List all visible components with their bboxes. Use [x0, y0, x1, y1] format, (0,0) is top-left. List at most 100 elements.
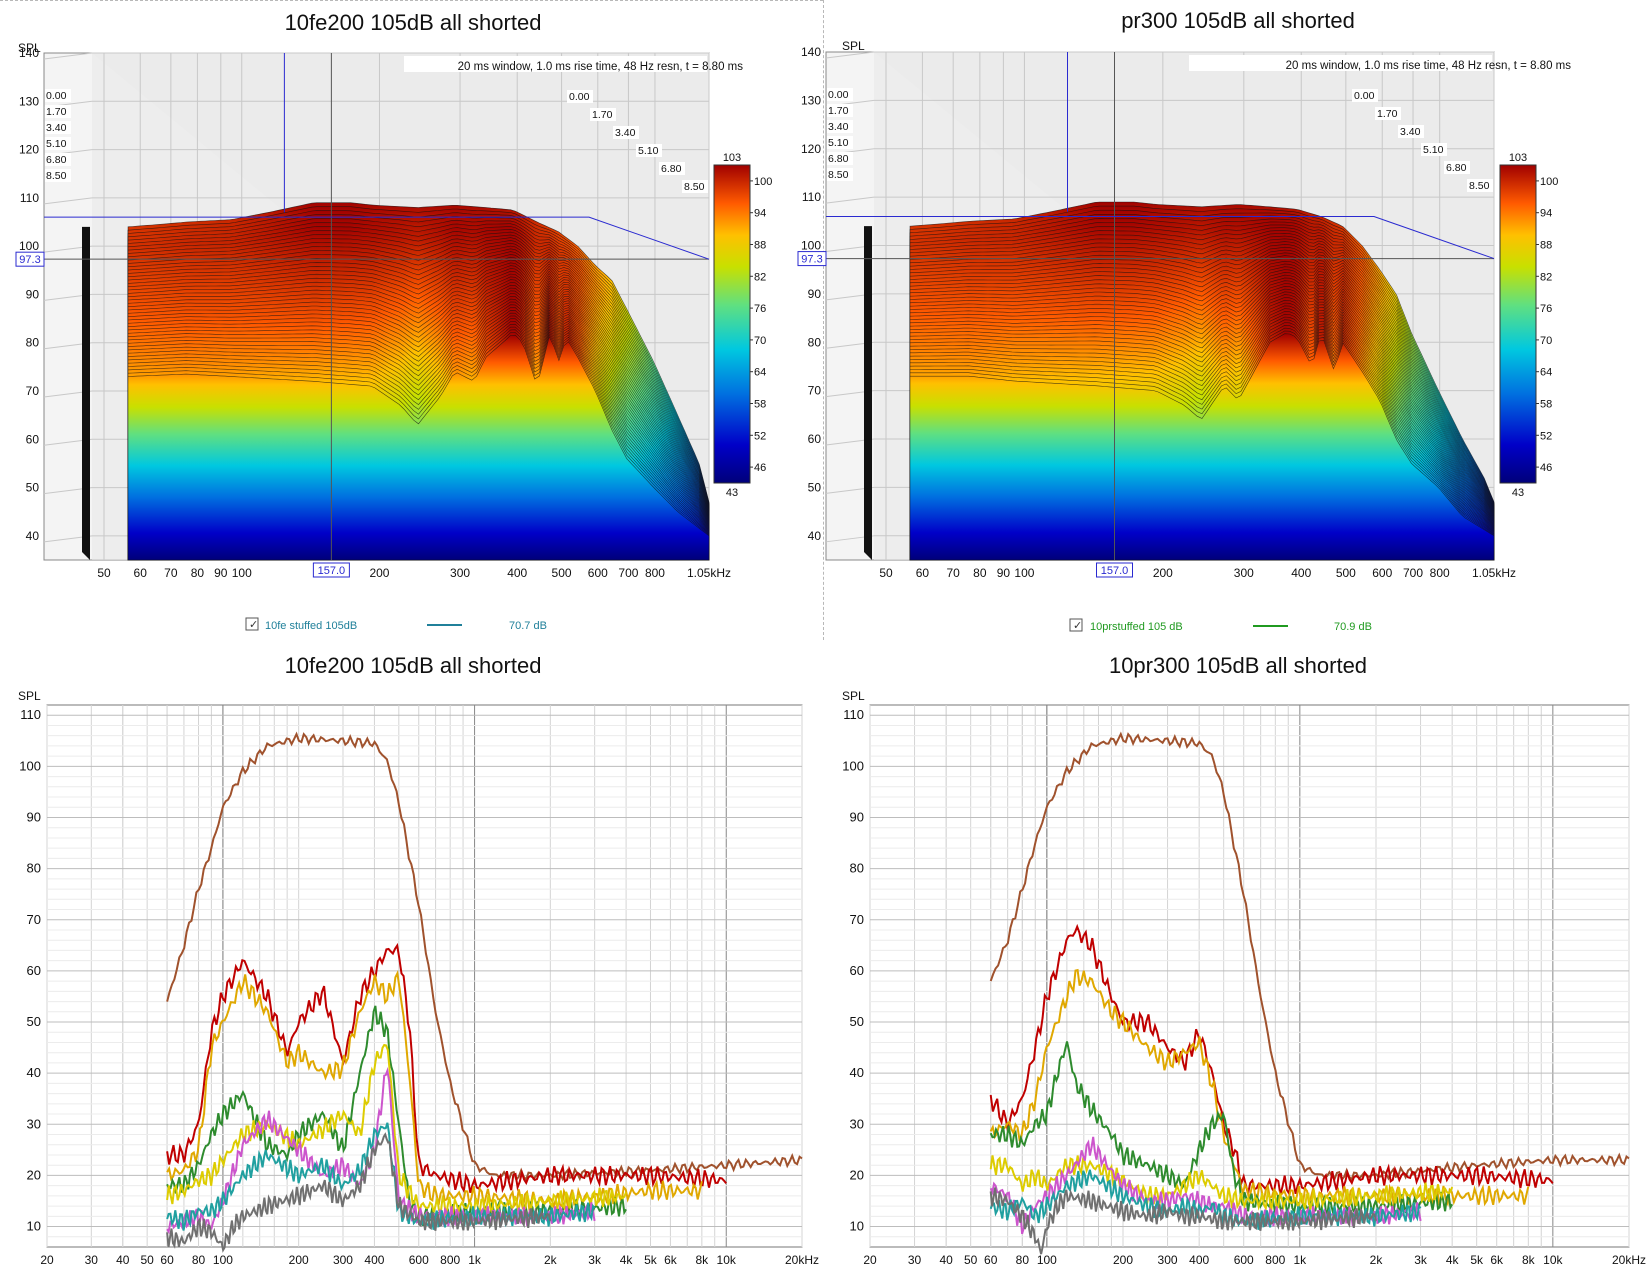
time-label-left: 5.10 [46, 138, 67, 150]
y-tick-label: 50 [26, 481, 40, 495]
x-tick-label: 2k [1370, 1253, 1384, 1267]
y-tick-label: 40 [850, 1065, 864, 1080]
x-tick-label: 1.05kHz [1472, 566, 1516, 580]
window-info: 20 ms window, 1.0 ms rise time, 48 Hz re… [1286, 60, 1572, 72]
y-tick-label: 10 [850, 1219, 864, 1234]
time-label-left: 3.40 [46, 122, 67, 134]
frequency-response-panel-1: 10fe200 105dB all shorted SPL 110 100 90 80… [18, 653, 819, 1267]
checkbox-check-icon: ✓ [1073, 620, 1082, 632]
x-tick-label: 500 [1336, 566, 1356, 580]
x-tick-label: 60 [984, 1253, 998, 1267]
x-tick-label: 50 [879, 566, 893, 580]
series-line [989, 1041, 1454, 1218]
cursor-x-readout: 157.0 [1101, 565, 1129, 577]
time-label-right: 3.40 [1400, 126, 1421, 138]
x-tick-label: 300 [450, 566, 470, 580]
time-label-left: 5.10 [828, 137, 849, 149]
time-label-left: 0.00 [828, 89, 849, 101]
x-tick-label: 600 [1372, 566, 1392, 580]
gridline-floor [825, 196, 875, 204]
y-tick-label: 60 [26, 432, 40, 446]
y-tick-label: 100 [19, 239, 39, 253]
x-tick-label: 2k [544, 1253, 558, 1267]
y-tick-label: 60 [27, 963, 41, 978]
y-tick-label: 140 [801, 45, 821, 59]
x-tick-label: 70 [947, 566, 961, 580]
cursor-x-readout: 157.0 [318, 565, 346, 577]
colorbar-tick-label: 46 [1540, 462, 1552, 474]
x-tick-label: 10k [717, 1253, 737, 1267]
x-tick-label: 50 [964, 1253, 978, 1267]
colorbar-tick-label: 52 [754, 430, 766, 442]
gridline-floor [825, 51, 875, 59]
x-tick-label: 100 [213, 1253, 233, 1267]
colorbar [713, 164, 751, 484]
x-tick-label: 300 [1234, 566, 1254, 580]
time-label-bg [827, 120, 853, 133]
series-line [166, 731, 803, 1182]
time-label-left: 6.80 [46, 154, 67, 166]
colorbar-tick-label: 64 [754, 367, 766, 379]
colorbar-tick-label: 58 [1540, 399, 1552, 411]
x-tick-label: 40 [939, 1253, 953, 1267]
window-info: 20 ms window, 1.0 ms rise time, 48 Hz re… [458, 61, 744, 73]
waterfall-panel-1: 10fe200 105dB all shorted SPL 140 130 120 1… [15, 10, 772, 632]
time-label-bg [1421, 143, 1447, 156]
y-tick-label: 110 [802, 190, 821, 204]
x-tick-label: 20kHz [1612, 1253, 1646, 1267]
time-label-bg [590, 108, 616, 121]
cursor-y-box [797, 251, 827, 267]
y-tick-label: 130 [801, 93, 821, 107]
x-tick-label: 200 [369, 566, 389, 580]
x-tick-label: 20 [40, 1253, 54, 1267]
x-tick-label: 400 [1189, 1253, 1209, 1267]
window-info-bg [1189, 55, 1492, 71]
time-label-bg [1352, 89, 1378, 102]
x-tick-label: 200 [289, 1253, 309, 1267]
waterfall-left-edge [82, 226, 90, 561]
colorbar-tick-label: 82 [1540, 271, 1552, 283]
y-tick-label: 40 [27, 1065, 41, 1080]
y-tick-label: 80 [26, 336, 40, 350]
frequency-response-panel-2: 10pr300 105dB all shorted SPL 110 100 90 80… [842, 653, 1646, 1267]
x-tick-label: 80 [191, 566, 205, 580]
y-axis-label: SPL [18, 41, 41, 55]
y-tick-label: 120 [801, 142, 821, 156]
y-tick-label: 30 [27, 1116, 41, 1131]
time-label-bg [1444, 161, 1470, 174]
x-tick-label: 1.05kHz [687, 566, 731, 580]
x-tick-label: 800 [1265, 1253, 1285, 1267]
time-label-bg [567, 90, 593, 103]
x-tick-label: 50 [97, 566, 111, 580]
series-line [166, 1005, 627, 1227]
x-tick-label: 600 [588, 566, 608, 580]
x-tick-label: 30 [85, 1253, 99, 1267]
time-label-bg [1467, 179, 1493, 192]
series-line [166, 1066, 596, 1235]
y-tick-label: 100 [19, 758, 41, 773]
colorbar-tick-label: 88 [1540, 240, 1552, 252]
time-label-right: 0.00 [1354, 90, 1375, 102]
y-tick-label: 50 [27, 1014, 41, 1029]
y-tick-label: 90 [27, 809, 41, 824]
x-tick-label: 50 [140, 1253, 154, 1267]
colorbar-tick-label: 76 [754, 303, 766, 315]
legend-checkbox[interactable] [1069, 618, 1083, 632]
x-tick-label: 60 [916, 566, 930, 580]
time-label-bg [827, 136, 853, 149]
y-tick-label: 80 [808, 335, 822, 349]
x-tick-label: 6k [1490, 1253, 1504, 1267]
y-tick-label: 40 [808, 529, 822, 543]
legend-checkbox[interactable] [245, 617, 259, 631]
y-tick-label: 140 [19, 46, 39, 60]
x-tick-label: 800 [645, 566, 665, 580]
time-label-right: 5.10 [638, 145, 659, 157]
time-label-bg [45, 137, 71, 150]
y-tick-label: 10 [27, 1219, 41, 1234]
series-line [989, 923, 1554, 1197]
y-tick-label: 90 [808, 287, 822, 301]
y-tick-label: 120 [19, 143, 39, 157]
colorbar-tick-label: 82 [754, 271, 766, 283]
time-label-left: 6.80 [828, 153, 849, 165]
x-tick-label: 40 [116, 1253, 130, 1267]
